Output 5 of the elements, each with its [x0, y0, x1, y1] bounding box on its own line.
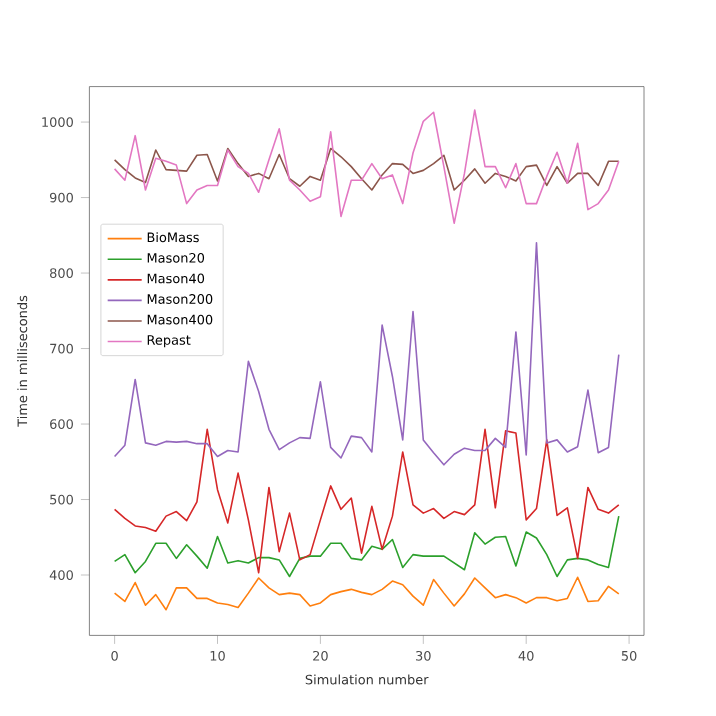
line-series: [113, 428, 620, 574]
line-series: [113, 109, 620, 225]
line-series: [113, 576, 620, 611]
line-series: [113, 147, 620, 191]
line-series: [113, 242, 620, 466]
